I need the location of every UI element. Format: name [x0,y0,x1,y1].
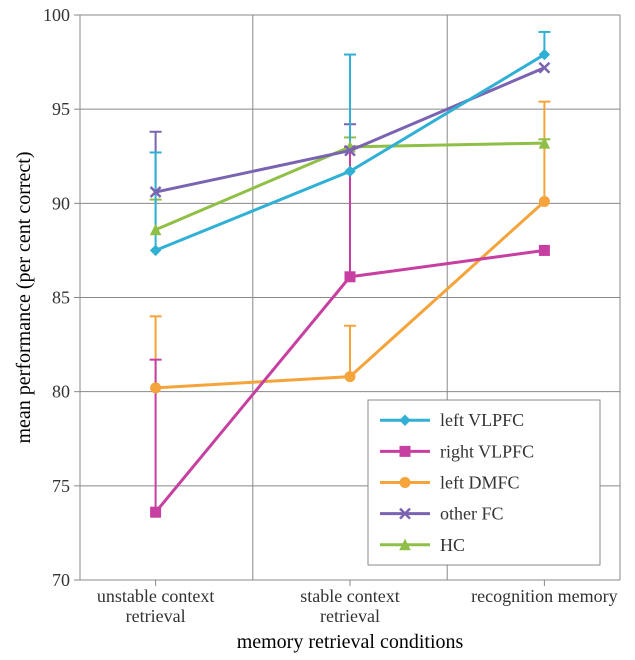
x-tick-label: retrieval [320,606,380,626]
x-tick-label: recognition memory [471,586,617,606]
x-axis-label: memory retrieval conditions [237,631,464,653]
legend-label: HC [440,535,465,555]
x-tick-label: stable context [300,586,399,606]
marker-circle [400,478,410,488]
marker-square [345,272,355,282]
y-tick-label: 90 [52,193,70,213]
chart-container: 707580859095100unstable contextretrieval… [0,0,635,660]
legend-label: right VLPFC [440,441,534,461]
y-tick-label: 70 [52,570,70,590]
marker-square [539,245,549,255]
marker-square [400,446,410,456]
legend-label: left DMFC [440,473,520,493]
y-tick-label: 85 [52,288,70,308]
legend-label: left VLPFC [440,410,524,430]
marker-circle [539,196,549,206]
x-tick-label: retrieval [126,606,186,626]
legend-label: other FC [440,504,504,524]
x-tick-label: unstable context [97,586,214,606]
y-tick-label: 100 [43,5,70,25]
y-tick-label: 75 [52,476,70,496]
y-tick-label: 80 [52,382,70,402]
marker-circle [151,383,161,393]
line-chart: 707580859095100unstable contextretrieval… [0,0,635,660]
marker-circle [345,372,355,382]
y-tick-label: 95 [52,99,70,119]
marker-square [151,507,161,517]
y-axis-label: mean performance (per cent correct) [13,151,35,443]
